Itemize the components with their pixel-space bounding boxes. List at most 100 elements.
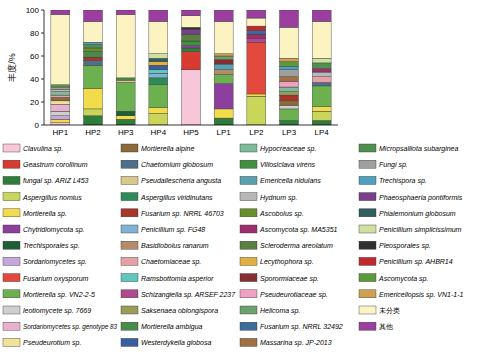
legend-label: Penicillium sp. AHBR14 bbox=[379, 258, 453, 266]
bar-segment bbox=[149, 54, 168, 59]
x-tick-label: LP1 bbox=[217, 128, 232, 137]
bar-segment bbox=[149, 85, 168, 108]
bar-segment bbox=[280, 101, 299, 106]
bar-segment bbox=[149, 58, 168, 61]
legend-label: Mortierella sp. bbox=[23, 210, 67, 218]
legend-label: Geastrum corollinum bbox=[23, 161, 88, 168]
legend-swatch bbox=[3, 209, 20, 217]
bar-segment bbox=[247, 34, 266, 39]
bar-segment bbox=[280, 105, 299, 108]
legend-label: Micropsalliota subarginea bbox=[379, 145, 458, 153]
bar-segment bbox=[182, 51, 201, 69]
legend-label: Fusarium sp. NRRL 32492 bbox=[260, 323, 343, 331]
bar-segment bbox=[84, 109, 103, 116]
legend-swatch bbox=[240, 274, 257, 282]
x-tick-label: LP2 bbox=[249, 128, 264, 137]
y-tick-label: 80 bbox=[30, 29, 39, 38]
x-tick-label: HP3 bbox=[118, 128, 134, 137]
legend-swatch bbox=[3, 176, 20, 184]
bar-segment bbox=[51, 116, 70, 119]
bar-segment bbox=[214, 56, 233, 59]
bar-segment bbox=[247, 96, 266, 125]
bar-segment bbox=[149, 114, 168, 126]
legend-swatch bbox=[240, 257, 257, 265]
y-axis-label: 丰度/% bbox=[7, 53, 17, 82]
legend-swatch bbox=[121, 306, 138, 314]
bars bbox=[51, 10, 331, 125]
x-tick-label: HP1 bbox=[53, 128, 69, 137]
bar-segment bbox=[312, 86, 331, 107]
bar-segment bbox=[182, 30, 201, 35]
bar-segment bbox=[149, 78, 168, 85]
legend-label: Trechisporales sp. bbox=[23, 242, 80, 250]
y-axis bbox=[44, 10, 45, 125]
bar-segment bbox=[116, 82, 135, 111]
bar-segment bbox=[214, 109, 233, 118]
legend-swatch bbox=[121, 338, 138, 346]
legend-label: Ascobolus sp. bbox=[259, 210, 304, 218]
bar-segment bbox=[280, 87, 299, 92]
legend-swatch bbox=[121, 160, 138, 168]
legend-swatch bbox=[3, 338, 20, 346]
legend-label: Chytridiomycota sp. bbox=[23, 226, 85, 234]
bar-segment bbox=[280, 27, 299, 58]
bar-segment bbox=[247, 42, 266, 94]
bar-segment bbox=[116, 116, 135, 119]
bar-segment bbox=[280, 81, 299, 87]
legend-swatch bbox=[240, 160, 257, 168]
bar-segment bbox=[312, 10, 331, 22]
bar-segment bbox=[84, 88, 103, 109]
legend-swatch bbox=[359, 225, 376, 233]
bar-segment bbox=[116, 78, 135, 80]
y-tick bbox=[41, 102, 44, 103]
bar-segment bbox=[51, 104, 70, 111]
legend: Clavulina sp.Geastrum corollinumfungal s… bbox=[3, 144, 464, 347]
bar-segment bbox=[280, 95, 299, 101]
bar-segment bbox=[280, 70, 299, 77]
bar-segment bbox=[182, 27, 201, 29]
bar-segment bbox=[149, 73, 168, 78]
legend-label: Mortierella ambigua bbox=[141, 323, 203, 331]
legend-swatch bbox=[240, 322, 257, 330]
legend-label: Mortierella alpine bbox=[141, 145, 194, 153]
bar-segment bbox=[312, 22, 331, 59]
legend-swatch bbox=[3, 241, 20, 249]
legend-label: Sporormiaceae sp. bbox=[260, 275, 319, 283]
legend-swatch bbox=[121, 176, 138, 184]
bar-segment bbox=[312, 82, 331, 85]
bar-segment bbox=[182, 34, 201, 41]
bar-segment bbox=[84, 48, 103, 51]
legend-label: 其他 bbox=[379, 323, 393, 331]
bar-segment bbox=[280, 92, 299, 95]
bar-segment bbox=[280, 58, 299, 61]
y-tick-label: 40 bbox=[30, 75, 39, 84]
legend-label: Fusarium sp. NRRL 46703 bbox=[141, 210, 224, 218]
legend-swatch bbox=[3, 257, 20, 265]
y-tick-label: 0 bbox=[35, 121, 40, 130]
bar-segment bbox=[312, 77, 331, 83]
bar-segment bbox=[84, 57, 103, 60]
legend-swatch bbox=[3, 193, 20, 201]
legend-swatch bbox=[359, 257, 376, 265]
bar-segment bbox=[280, 109, 299, 121]
x-tick-label: HP5 bbox=[183, 128, 199, 137]
legend-swatch bbox=[359, 290, 376, 298]
legend-swatch bbox=[3, 290, 20, 298]
y-tick-label: 20 bbox=[30, 98, 39, 107]
bar-segment bbox=[312, 69, 331, 72]
legend-label: Ascomycota sp. MA5351 bbox=[259, 226, 338, 234]
legend-swatch bbox=[359, 193, 376, 201]
legend-label: Ramsbottomia asperior bbox=[141, 275, 214, 283]
legend-swatch bbox=[3, 225, 20, 233]
y-tick-label: 60 bbox=[30, 52, 39, 61]
bar-segment bbox=[84, 65, 103, 88]
bar-segment bbox=[182, 48, 201, 51]
bar-segment bbox=[149, 108, 168, 114]
legend-swatch bbox=[240, 241, 257, 249]
legend-label: Ascomycota sp. bbox=[378, 275, 428, 283]
y-tick-label: 100 bbox=[26, 6, 40, 15]
chart: 020406080100丰度/%HP1HP2HP3HP4HP5LP1LP2LP3… bbox=[0, 0, 477, 358]
legend-swatch bbox=[359, 306, 376, 314]
x-tick-label: HP4 bbox=[151, 128, 167, 137]
legend-swatch bbox=[240, 225, 257, 233]
